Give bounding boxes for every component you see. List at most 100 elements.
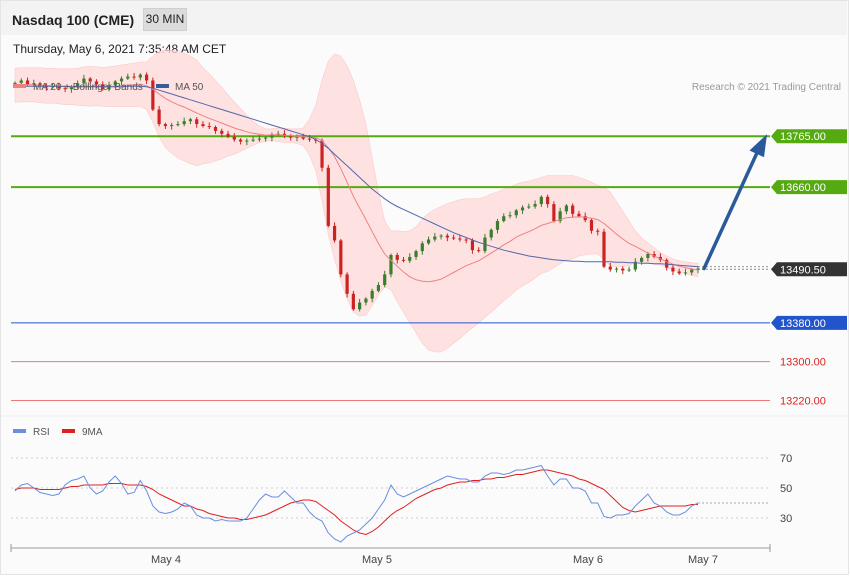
candle [552,201,556,223]
rsi-line [14,464,699,543]
x-tick-label: May 4 [151,554,181,566]
candle [207,122,211,130]
candle [151,77,155,111]
candle [452,234,456,240]
price-level-tag [771,180,847,195]
candle [477,247,481,253]
candle [358,298,362,312]
rsi-ma-legend-label: 9MA [82,427,103,438]
ma20-line [14,83,699,283]
candle [226,130,230,139]
candle [608,263,612,272]
candle [533,200,537,209]
candle [307,135,312,142]
candle [238,138,243,145]
candle [470,238,475,254]
candle [163,122,167,129]
candle [627,266,631,272]
price-level-labels: 13765.00 13660.00 13490.50 13380.00 13300.00… [771,129,847,407]
candle [276,130,280,137]
candle [564,204,569,215]
x-tick-label: May 7 [688,554,718,566]
x-axis: May 4 May 5 May 6 May 7 [10,544,771,566]
forecast-arrow [702,134,767,271]
candle [119,76,124,86]
candle [489,228,493,241]
bollinger-band-area [14,49,699,353]
candle [464,238,468,244]
candle [571,203,575,218]
price-level-label: 13490.50 [780,264,826,276]
candle [401,256,406,263]
rsi-ma-legend-swatch [62,429,75,433]
candle [383,270,387,288]
price-level-label: 13660.00 [780,182,826,194]
rsi-ma-line [14,469,698,536]
chart-legend: MA 20 + Bollinger Bands MA 50 Research ©… [13,82,841,93]
price-level-tag [771,262,847,277]
candle [614,267,619,273]
chart-header: Nasdaq 100 (CME) 30 MIN [1,1,847,35]
candle [458,234,462,242]
copyright-text: Research © 2021 Trading Central [692,82,841,93]
candle [539,195,543,207]
forecast-arrow-shaft [702,144,762,271]
candle [264,136,268,142]
candle [213,125,218,134]
candle [63,86,67,93]
candle [126,73,130,80]
rsi-tick-label: 50 [780,483,792,495]
candle [270,132,274,142]
rsi-grid: 70 50 30 [11,453,792,525]
candle [514,208,518,219]
candle [420,241,424,255]
forecast-arrow-head [749,134,767,158]
candle [445,233,449,242]
candle [364,297,368,306]
candle [170,122,174,130]
candle [633,258,637,272]
candle [345,272,349,298]
candle [82,74,86,86]
candle [520,205,525,215]
candle [426,236,431,245]
candle [439,234,443,240]
candle [677,268,681,275]
candle [132,72,136,80]
price-level-label: 13220.00 [780,395,826,407]
ma50-legend-label: MA 50 [175,82,204,93]
instrument-title: Nasdaq 100 (CME) [12,12,135,28]
candle [182,117,186,127]
candle [389,253,393,278]
candle [76,80,80,89]
candle [370,288,374,303]
candle [245,138,249,146]
timeframe-button[interactable]: 30 MIN [143,8,187,31]
candle [527,203,531,209]
rsi-lines [14,464,770,543]
candle [201,121,205,128]
ma20-legend-label: MA 20 + Bollinger Bands [33,82,143,93]
rsi-legend-swatch [13,429,26,433]
ma50-legend-swatch [156,84,169,88]
candle [408,253,412,263]
price-level-label: 13380.00 [780,318,826,330]
candle [188,117,193,125]
bollinger-bands [14,49,699,353]
price-level-tag [771,315,847,330]
candle [433,232,437,242]
candle [683,268,688,276]
price-level-label: 13765.00 [780,131,826,143]
price-level-label: 13300.00 [780,357,826,369]
candle [332,222,337,243]
moving-averages [14,83,699,283]
rsi-legend-label: RSI [33,427,50,438]
candle [88,77,92,85]
candle [195,117,199,128]
candle [295,134,299,142]
candle [495,218,500,234]
ma50-line [15,85,699,268]
candle [508,211,512,219]
candle [596,228,600,236]
